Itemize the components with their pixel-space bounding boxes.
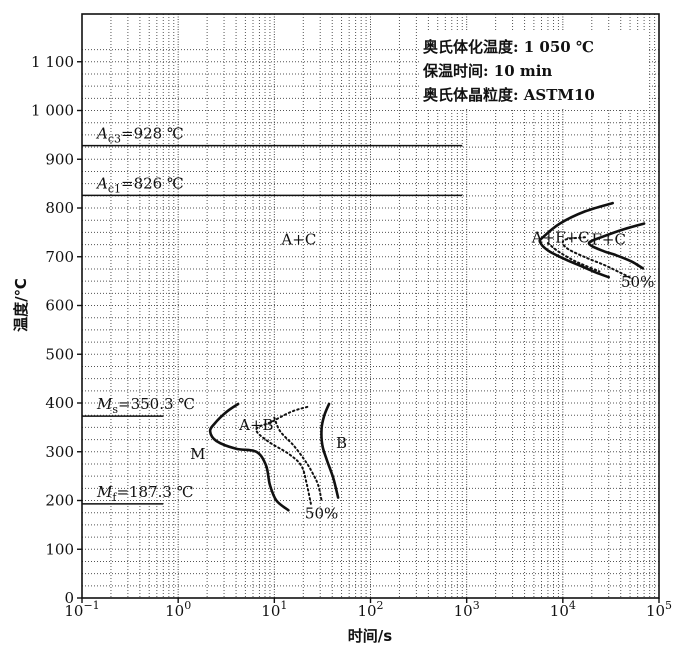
x-tick-base: 10 (454, 602, 473, 620)
x-tick-exponent: 2 (377, 599, 384, 612)
y-tick-label: 0 (64, 589, 74, 607)
y-tick-label: 200 (45, 492, 74, 510)
reference-symbol: M (96, 483, 113, 501)
transformation-curve-solid (538, 201, 614, 279)
x-tick-base: 10 (261, 602, 280, 620)
reference-subscript: f (112, 491, 117, 504)
x-tick-label: 102 (357, 599, 383, 620)
region-label: M (190, 445, 205, 463)
info-line: 奥氏体化温度: 1 050 ℃ (423, 38, 594, 56)
x-tick-exponent: 3 (473, 599, 480, 612)
reference-subscript: c3 (108, 133, 121, 146)
x-axis-label: 时间/s (348, 627, 392, 645)
info-line: 奥氏体晶粒度: ASTM10 (423, 86, 595, 104)
reference-value: =350.3 ℃ (118, 395, 195, 413)
x-tick-label: 105 (646, 599, 672, 620)
y-tick-label: 300 (45, 443, 74, 461)
reference-label-Ms: Ms=350.3 ℃ (96, 395, 195, 416)
x-tick-base: 10 (646, 602, 665, 620)
transformation-curve-dotted (255, 405, 312, 505)
y-tick-label: 600 (45, 297, 74, 315)
reference-symbol: A (95, 174, 108, 192)
y-tick-label: 1 100 (31, 53, 74, 71)
region-label: A+F+C (531, 228, 590, 246)
x-tick-exponent: 5 (665, 599, 672, 612)
x-tick-exponent: −1 (83, 599, 99, 612)
region-label: A+C (280, 231, 316, 249)
x-tick-exponent: 0 (184, 599, 191, 612)
transformation-curve-dotted (561, 236, 634, 280)
transformation-curve-solid (208, 402, 290, 512)
region-label: B (336, 434, 347, 452)
grid (82, 14, 659, 598)
reference-label-Ac3: Ac3=928 ℃ (95, 125, 184, 146)
x-tick-label: 104 (550, 599, 576, 620)
y-tick-label: 500 (45, 345, 74, 363)
region-label: F+C (591, 231, 625, 249)
x-tick-label: 10−1 (64, 599, 99, 620)
reference-value: =826 ℃ (121, 174, 184, 192)
reference-value: =928 ℃ (121, 125, 184, 143)
transformation-curve-dotted (546, 242, 601, 273)
transformation-curve-dotted (273, 416, 323, 502)
region-label: A+B (238, 416, 273, 434)
x-tick-base: 10 (165, 602, 184, 620)
x-tick-label: 100 (165, 599, 191, 620)
reference-subscript: s (112, 403, 118, 416)
reference-symbol: M (96, 395, 113, 413)
y-axis-label: 温度/℃ (12, 278, 30, 332)
reference-label-Ac1: Ac1=826 ℃ (95, 174, 184, 195)
x-tick-base: 10 (64, 602, 83, 620)
y-tick-label: 700 (45, 248, 74, 266)
curves (208, 201, 646, 512)
region-label: 50% (621, 273, 654, 291)
region-label: 50% (305, 505, 338, 523)
info-line: 保温时间: 10 min (422, 62, 552, 80)
x-tick-exponent: 4 (569, 599, 576, 612)
y-tick-label: 100 (45, 540, 74, 558)
y-tick-label: 800 (45, 199, 74, 217)
reference-subscript: c1 (108, 182, 121, 195)
y-tick-label: 1 000 (31, 102, 74, 120)
info-box: 奥氏体化温度: 1 050 ℃ 保温时间: 10 min 奥氏体晶粒度: ASTM1… (419, 30, 649, 108)
x-tick-exponent: 1 (280, 599, 287, 612)
reference-label-Mf: Mf=187.3 ℃ (96, 483, 194, 504)
x-tick-label: 103 (454, 599, 480, 620)
x-tick-base: 10 (550, 602, 569, 620)
info-box-background (419, 30, 649, 108)
region-labels: A+C A+F+C F+C 50% A+B M B 50% (190, 228, 654, 522)
x-tick-base: 10 (357, 602, 376, 620)
y-tick-label: 400 (45, 394, 74, 412)
reference-value: =187.3 ℃ (116, 483, 193, 501)
reference-symbol: A (95, 125, 108, 143)
y-tick-label: 900 (45, 150, 74, 168)
x-tick-label: 101 (261, 599, 287, 620)
transformation-curve-solid (587, 222, 646, 270)
transformation-curve-solid (320, 402, 340, 499)
